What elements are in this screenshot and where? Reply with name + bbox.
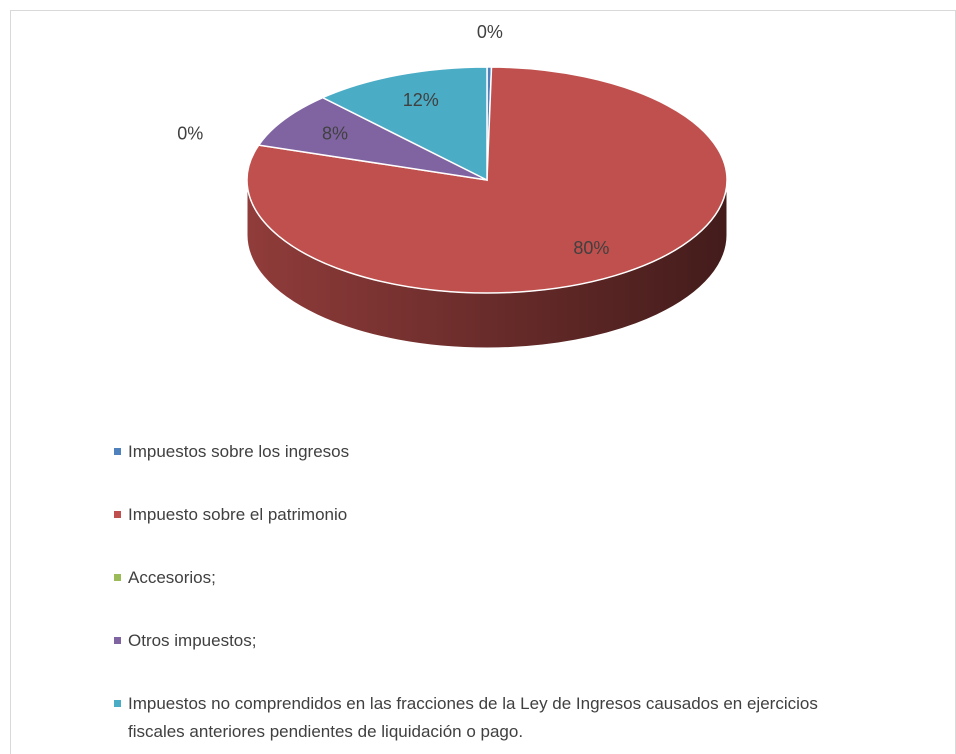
- legend-label: Accesorios;: [128, 568, 216, 587]
- legend-item: Impuestos sobre los ingresos: [112, 438, 873, 466]
- legend-label: Otros impuestos;: [128, 631, 257, 650]
- legend-swatch: [114, 574, 121, 581]
- legend-label: Impuestos sobre los ingresos: [128, 442, 350, 461]
- legend-item: Otros impuestos;: [112, 627, 873, 655]
- legend-swatch: [114, 637, 121, 644]
- pie-slice: [246, 66, 728, 294]
- data-label: 0%: [177, 123, 203, 143]
- pie-slice: [320, 66, 488, 182]
- legend-label: Impuesto sobre el patrimonio: [128, 505, 348, 524]
- data-label: 80%: [573, 238, 609, 258]
- legend-item: Accesorios;: [112, 564, 873, 592]
- legend-swatch: [114, 448, 121, 455]
- data-label: 8%: [322, 123, 348, 143]
- legend: Impuestos sobre los ingresos Impuesto sob…: [112, 438, 912, 754]
- legend-item: Impuestos no comprendidos en las fraccio…: [112, 690, 873, 746]
- data-label: 0%: [477, 22, 503, 42]
- legend-swatch: [114, 511, 121, 518]
- legend-swatch: [114, 700, 121, 707]
- legend-label: Impuestos no comprendidos en las fraccio…: [128, 694, 818, 741]
- legend-item: Impuesto sobre el patrimonio: [112, 501, 873, 529]
- data-label: 12%: [403, 90, 439, 110]
- pie-slice: [257, 96, 488, 181]
